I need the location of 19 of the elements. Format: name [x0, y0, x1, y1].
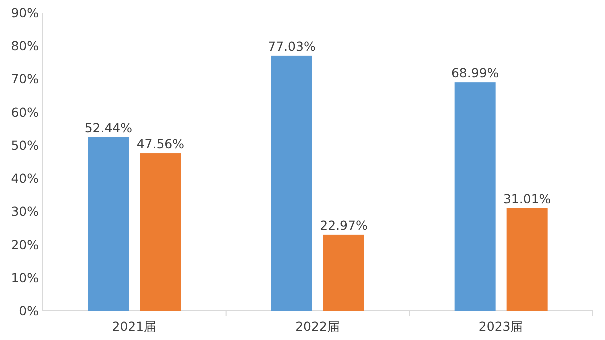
y-tick-label: 50% — [11, 138, 40, 153]
x-tick-label: 2023届 — [478, 319, 524, 334]
y-tick-label: 60% — [11, 104, 40, 120]
x-tick-label: 2022届 — [296, 319, 340, 334]
y-tick-label: 20% — [11, 237, 40, 252]
x-tick-label: 2021届 — [112, 319, 158, 334]
data-label: 68.99% — [451, 66, 500, 81]
y-tick-label: 90% — [11, 6, 40, 20]
y-tick-label: 40% — [11, 171, 40, 186]
data-label: 22.97% — [320, 218, 368, 233]
y-tick-label: 10% — [11, 270, 40, 286]
data-label: 31.01% — [503, 191, 552, 206]
y-tick-label: 30% — [11, 204, 40, 220]
data-label: 47.56% — [136, 136, 185, 152]
data-label: 52.44% — [84, 120, 133, 136]
data-label: 77.03% — [268, 38, 316, 54]
y-tick-label: 80% — [11, 38, 40, 54]
y-tick-label: 0% — [19, 304, 40, 318]
y-tick-label: 70% — [11, 72, 40, 87]
